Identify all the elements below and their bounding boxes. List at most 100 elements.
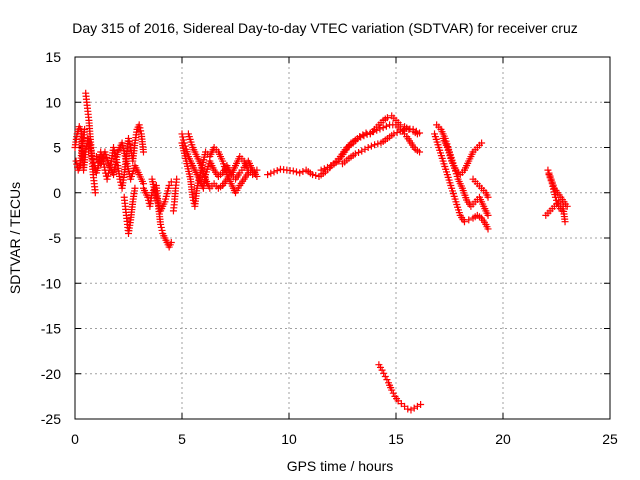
data-point (167, 239, 175, 247)
data-point (317, 166, 325, 174)
data-point (546, 174, 554, 182)
data-point (551, 193, 559, 201)
data-point (561, 218, 569, 226)
data-point (382, 122, 390, 130)
x-axis-label: GPS time / hours (287, 458, 394, 474)
data-point (125, 134, 132, 142)
y-tick-label: -25 (41, 411, 61, 427)
data-point (389, 389, 397, 397)
data-point (410, 404, 418, 412)
data-point (179, 136, 187, 144)
chart-title: Day 315 of 2016, Sidereal Day-to-day VTE… (72, 20, 578, 36)
data-point (381, 372, 389, 380)
data-point (178, 130, 186, 138)
data-point (296, 169, 304, 177)
data-point (253, 172, 261, 180)
data-point (484, 193, 492, 201)
data-point (413, 402, 421, 410)
data-point (379, 124, 387, 132)
y-tick-label: -20 (41, 366, 61, 382)
data-point (404, 405, 412, 413)
data-point (388, 386, 396, 394)
data-point (73, 160, 81, 168)
data-point (547, 177, 555, 185)
data-point (393, 129, 401, 137)
data-point (374, 140, 382, 148)
y-tick-label: 0 (53, 185, 61, 201)
data-point (465, 216, 473, 224)
data-point (110, 147, 118, 155)
data-point (103, 175, 111, 183)
data-point (383, 114, 391, 122)
data-point (144, 193, 152, 201)
data-point (399, 126, 407, 134)
data-point (157, 223, 165, 231)
data-point (390, 130, 398, 138)
y-tick-label: 5 (53, 140, 61, 156)
data-point (165, 182, 173, 190)
x-tick-label: 20 (495, 431, 511, 447)
x-tick-label: 5 (178, 431, 186, 447)
data-point (417, 401, 425, 409)
y-tick-label: -5 (49, 230, 62, 246)
data-point (273, 167, 281, 175)
data-point (157, 220, 165, 228)
data-point (136, 124, 144, 132)
data-point (135, 121, 143, 129)
data-point (289, 167, 297, 175)
data-point (179, 133, 187, 141)
y-tick-label: -10 (41, 275, 61, 291)
data-point (81, 125, 89, 133)
data-point (371, 141, 379, 149)
data-point (364, 144, 372, 151)
data-point (361, 145, 369, 153)
x-tick-label: 15 (388, 431, 404, 447)
data-point (484, 211, 492, 219)
data-point (362, 129, 370, 137)
data-points (71, 89, 571, 414)
data-point (367, 142, 375, 150)
data-point (267, 169, 275, 177)
data-point (312, 172, 320, 180)
y-tick-label: 15 (45, 49, 61, 65)
data-point (270, 168, 278, 176)
plot-frame (74, 56, 611, 420)
data-point (416, 148, 424, 156)
data-point (292, 168, 300, 176)
data-point (131, 184, 139, 192)
data-point (558, 207, 566, 215)
data-point (358, 147, 366, 155)
data-point (137, 127, 145, 135)
data-point (116, 175, 124, 183)
data-point (125, 137, 133, 145)
data-point (554, 199, 562, 207)
data-point (110, 144, 118, 151)
data-point (544, 166, 552, 174)
data-point (396, 127, 404, 135)
data-point (139, 148, 147, 156)
data-point (478, 139, 486, 147)
grid-lines (75, 57, 610, 419)
data-point (380, 369, 388, 377)
data-point (378, 366, 386, 374)
data-point (396, 121, 404, 129)
data-point (416, 129, 424, 137)
data-point (484, 225, 492, 233)
y-axis-label: SDTVAR / TECUs (7, 182, 23, 294)
x-tick-label: 0 (71, 431, 79, 447)
y-tick-label: -15 (41, 321, 61, 337)
data-point (320, 165, 328, 173)
data-point (383, 376, 391, 384)
x-tick-label: 25 (602, 431, 618, 447)
data-point (264, 171, 272, 179)
data-point (553, 196, 560, 204)
data-point (104, 172, 112, 180)
data-point (460, 218, 468, 226)
data-point (158, 226, 166, 234)
data-point (355, 148, 363, 156)
data-point (126, 140, 134, 148)
data-point (351, 150, 359, 158)
x-tick-label: 10 (281, 431, 297, 447)
data-point (407, 406, 415, 414)
